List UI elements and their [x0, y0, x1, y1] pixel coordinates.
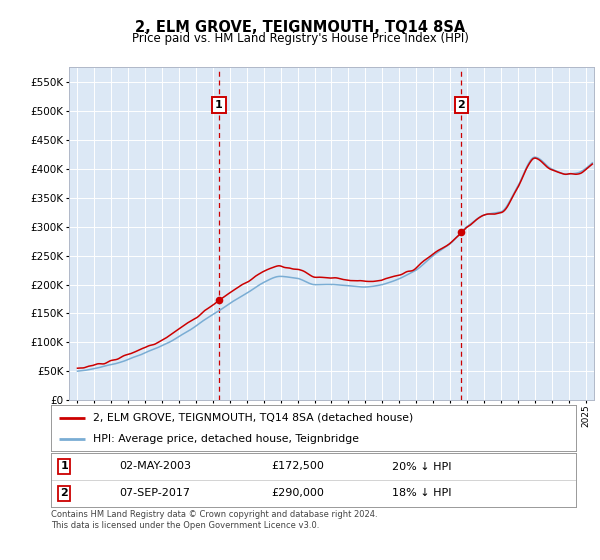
Text: 07-SEP-2017: 07-SEP-2017: [119, 488, 190, 498]
Text: 2: 2: [458, 100, 465, 110]
Text: £172,500: £172,500: [271, 461, 325, 472]
Text: 1: 1: [60, 461, 68, 472]
Text: 02-MAY-2003: 02-MAY-2003: [119, 461, 191, 472]
Text: 20% ↓ HPI: 20% ↓ HPI: [392, 461, 452, 472]
Text: 2, ELM GROVE, TEIGNMOUTH, TQ14 8SA: 2, ELM GROVE, TEIGNMOUTH, TQ14 8SA: [135, 20, 465, 35]
Text: 1: 1: [215, 100, 223, 110]
Text: 2, ELM GROVE, TEIGNMOUTH, TQ14 8SA (detached house): 2, ELM GROVE, TEIGNMOUTH, TQ14 8SA (deta…: [93, 413, 413, 423]
Text: Contains HM Land Registry data © Crown copyright and database right 2024.
This d: Contains HM Land Registry data © Crown c…: [51, 510, 377, 530]
Text: Price paid vs. HM Land Registry's House Price Index (HPI): Price paid vs. HM Land Registry's House …: [131, 32, 469, 45]
Text: 2: 2: [60, 488, 68, 498]
Text: £290,000: £290,000: [271, 488, 325, 498]
Text: HPI: Average price, detached house, Teignbridge: HPI: Average price, detached house, Teig…: [93, 434, 359, 444]
Text: 18% ↓ HPI: 18% ↓ HPI: [392, 488, 452, 498]
